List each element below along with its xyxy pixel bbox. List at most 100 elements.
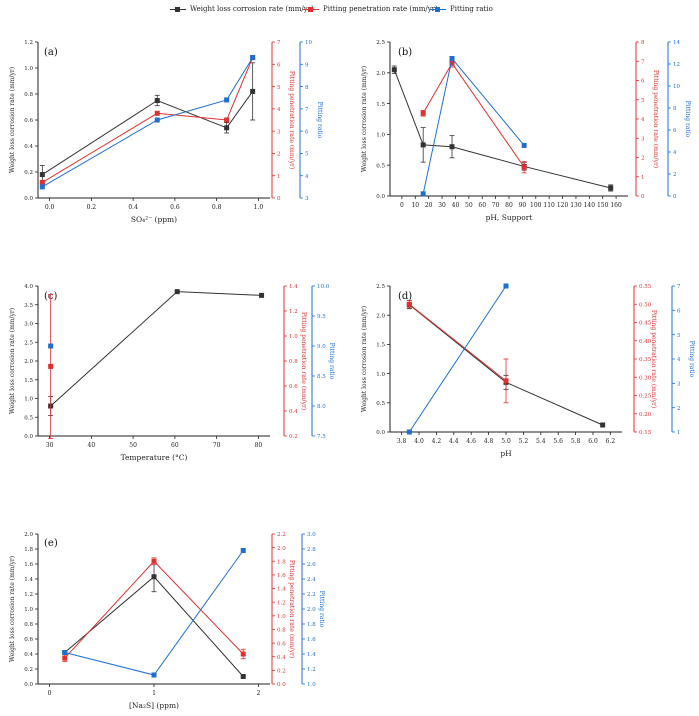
series-line [409,303,507,382]
y-tick-label-right1: 3 [277,129,281,135]
y-tick-label-left: 1.0 [24,607,33,613]
data-point [250,88,256,94]
y-tick-label-right2: 2.8 [307,547,316,553]
x-tick-label: 20 [425,202,433,209]
y-tick-label-right1: 0.6 [277,641,286,647]
y-axis-title-left: Weight loss corrosion rate (mm/yr) [9,67,16,173]
y-tick-label-left: 3.5 [24,303,33,309]
y-tick-label-left: 0.5 [376,163,385,169]
panel-label: (a) [44,47,58,58]
y-tick-label-left: 1.0 [24,66,33,72]
panel-label: (d) [398,291,412,302]
y-tick-label-right2: 2.0 [307,607,316,613]
x-tick-label: 5.8 [571,438,581,445]
data-point [240,674,246,679]
x-tick-label: 2 [256,690,260,697]
y-axis-title-right1: Pitting penetration rate (mm/yr) [288,560,295,658]
chart-panel-d: (d) 3.8 4.0 4.2 4.4 4.6 4.8 5.0 5.2 5.4 5.6 5.8 6.0 6… [361,283,695,458]
x-tick-label: 0 [48,690,52,697]
x-tick-label: 6.2 [606,438,616,445]
y-tick-label-left: 0.8 [24,622,33,628]
x-tick-label: 0.4 [128,204,138,211]
series-line [42,91,254,176]
y-tick-label-left: 0.0 [376,430,385,436]
y-tick-label-right1: 0.15 [639,430,652,436]
y-tick-label-right1: 8 [641,40,645,46]
data-point [250,55,256,61]
y-tick-label-right2: 1.8 [307,622,316,628]
y-tick-label-right1: 7 [277,40,281,46]
y-tick-label-right2: 2 [677,406,681,412]
y-tick-label-right1: 0.20 [639,412,652,418]
series-line [393,69,611,189]
y-tick-label-right2: 6 [677,309,681,315]
y-tick-label-right1: 0 [641,194,645,200]
data-point [449,60,455,66]
y-tick-label-left: 2.0 [376,71,385,77]
y-tick-label-right2: 6 [305,129,309,135]
y-tick-label-right1: 1.2 [277,600,286,606]
y-tick-label-left: 2.0 [376,313,385,319]
y-tick-label-right2: 2 [673,172,677,178]
y-tick-label-right1: 7 [641,59,645,65]
x-tick-label: 5.4 [536,438,546,445]
x-tick-label: 0 [400,202,404,209]
y-tick-label-right1: 0.4 [277,655,286,661]
data-point [154,98,160,103]
x-tick-label: 10 [411,202,419,209]
data-point [449,56,455,61]
data-point [420,142,426,148]
y-tick-label-right2: 8 [305,85,309,91]
x-tick-label: 4.4 [449,438,459,445]
y-axis-title-right2: Pitting ratio [688,341,695,378]
y-tick-label-right1: 0.55 [639,284,652,290]
x-axis-label: pH, Support [486,213,533,222]
data-point [420,191,426,197]
data-point [39,184,45,190]
y-axis-title-right2: Pitting ratio [318,591,325,628]
y-tick-label-right1: 4 [641,117,645,123]
x-tick-label: 30 [438,202,446,209]
y-tick-label-left: 0.4 [24,652,33,658]
y-tick-label-right1: 0.2 [277,669,286,675]
series-line [42,57,254,183]
panel-label: (e) [44,538,58,549]
y-tick-label-right2: 1.0 [307,682,316,688]
y-tick-label-right1: 1.8 [277,559,286,565]
x-tick-label: 80 [255,442,263,449]
x-tick-label: 40 [88,442,96,449]
legend-label-pitting-ratio: Pitting ratio [450,5,493,13]
legend-marker-weight-loss [175,7,180,12]
y-axis-title-left: Weight loss corrosion rate (mm/yr) [361,306,368,412]
y-axis-title-right1: Pitting penetration rate (mm/yr) [288,71,295,169]
y-tick-label-right2: 4 [677,357,681,363]
y-tick-label-right2: 5 [305,152,309,158]
data-point [48,363,54,369]
y-tick-label-right2: 1 [677,430,681,436]
x-tick-label: 90 [519,202,527,209]
y-tick-label-right1: 0 [277,196,281,202]
data-point [39,179,45,185]
x-tick-label: 160 [610,202,622,209]
y-tick-label-right1: 2.0 [277,546,286,552]
y-tick-label-right1: 0.50 [639,302,652,308]
y-tick-label-left: 1.4 [24,577,33,583]
y-tick-label-left: 0.5 [24,415,33,421]
data-point [224,97,230,103]
y-tick-label-left: 1.0 [376,372,385,378]
y-tick-label-left: 0.2 [24,170,33,176]
y-tick-label-right1: 1.0 [277,614,286,620]
chart-panel-b: (b)0 10 20 30 40 50 60 70 80 90 100 110 120 130 140 150… [361,40,691,222]
panel-label: (b) [398,47,412,58]
y-tick-label-right2: 7.5 [317,434,326,440]
y-tick-label-right2: 4 [673,150,677,156]
y-tick-label-left: 0.4 [24,144,33,150]
x-tick-label: 0.8 [212,204,222,211]
x-tick-label: 50 [129,442,137,449]
x-tick-label: 1 [152,690,156,697]
x-tick-label: 0.6 [170,204,180,211]
x-tick-label: 6.0 [588,438,598,445]
y-tick-label-right2: 3.0 [307,532,316,538]
y-axis-title-right2: Pitting ratio [328,343,335,380]
data-point [224,125,230,131]
